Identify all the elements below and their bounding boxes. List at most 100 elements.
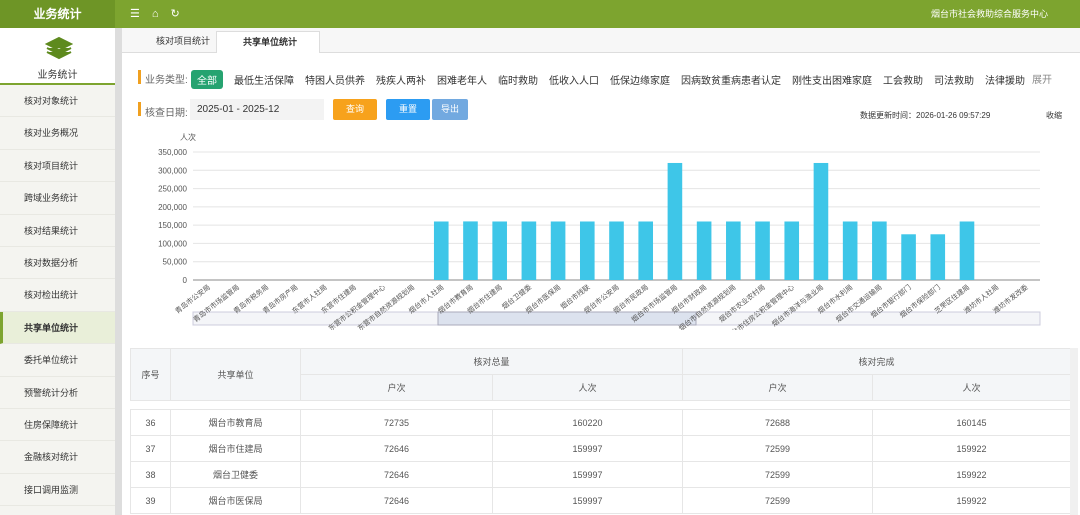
type-option[interactable]: 工会救助 [883, 76, 923, 87]
cell: 烟台卫健委 [170, 461, 301, 488]
subheader-cell[interactable]: 户次 [682, 374, 874, 401]
bar [842, 221, 858, 280]
menu-item[interactable]: 住房保障统计 [0, 409, 115, 442]
y-tick-label: 150,000 [158, 221, 187, 230]
type-option[interactable]: 低保边缘家庭 [610, 76, 670, 87]
bar [726, 221, 741, 280]
cell: 72599 [682, 435, 874, 462]
bar [901, 234, 916, 280]
bar [638, 221, 654, 280]
export-button[interactable]: 导出 [432, 99, 468, 120]
query-button[interactable]: 查询 [333, 99, 377, 120]
data-row: 38 烟台卫健委 72646 159997 72599 159922 [130, 461, 1072, 488]
top-bar: 业务统计 ☰⌂↻ 烟台市社会救助综合服务中心 [0, 0, 1080, 28]
type-option[interactable]: 刚性支出困难家庭 [792, 76, 872, 87]
subheader-cell[interactable]: 户次 [300, 374, 493, 401]
cell: 37 [130, 435, 171, 462]
y-axis-label: 人次 [180, 132, 196, 142]
cell: 72646 [300, 487, 493, 514]
app-title: 业务统计 [0, 0, 115, 28]
cell: 72599 [682, 487, 874, 514]
cell: 烟台市教育局 [170, 409, 301, 436]
y-tick-label: 350,000 [158, 148, 187, 157]
user-name[interactable]: 烟台市社会救助综合服务中心 [930, 9, 1048, 19]
bar [492, 221, 507, 280]
cell: 72688 [682, 409, 874, 436]
data-row: 39 烟台市医保局 72646 159997 72599 159922 [130, 487, 1072, 514]
type-option[interactable]: 最低生活保障 [234, 76, 294, 87]
header-cell: 序号 [130, 348, 171, 401]
cell: 159922 [872, 461, 1072, 488]
type-label: 业务类型: [145, 75, 188, 86]
spacer-row [131, 401, 1071, 410]
bar [755, 221, 770, 280]
data-table: 序号 共享单位 核对总量 核对完成 户次 人次 户次 人次 36 烟台市教育局 72735 16022… [130, 348, 1072, 514]
cell: 159922 [872, 487, 1072, 514]
type-option[interactable]: 残疾人两补 [376, 76, 426, 87]
y-tick-label: 0 [183, 276, 188, 285]
date-label: 核查日期: [145, 108, 188, 119]
toolbar-icons[interactable]: ☰⌂↻ [130, 8, 192, 20]
tab[interactable]: 核对项目统计 [156, 36, 211, 46]
sidebar: 业务统计 核对对象统计 核对业务概况 核对项目统计 跨域业务统计 核对结果统计 核对数据分… [0, 28, 122, 515]
header-cell: 共享单位 [170, 348, 301, 401]
menu-item[interactable]: 核对结果统计 [0, 215, 115, 247]
type-option[interactable]: 低收入人口 [549, 76, 599, 87]
type-option[interactable]: 临时救助 [498, 76, 538, 87]
bar [696, 221, 712, 280]
y-tick-label: 50,000 [163, 258, 188, 267]
y-tick-label: 200,000 [158, 203, 187, 212]
tab[interactable]: 共享单位统计 [216, 31, 321, 53]
zoom-window[interactable] [437, 311, 697, 326]
type-option[interactable]: 司法救助 [934, 76, 974, 87]
type-option[interactable]: 全部 [191, 70, 223, 89]
menu-item[interactable]: 核对检出统计 [0, 279, 115, 312]
menu-item[interactable]: 核对业务概况 [0, 117, 115, 150]
update-time: 数据更新时间：2026-01-26 09:57:29 [860, 111, 991, 120]
y-tick-label: 250,000 [158, 185, 187, 194]
scrollbar[interactable] [1070, 348, 1078, 515]
bar [550, 221, 566, 280]
date-input[interactable]: 2025-01 - 2025-12 [190, 99, 324, 120]
type-option[interactable]: 特困人员供养 [305, 76, 365, 87]
type-option[interactable]: 法律援助 [985, 76, 1025, 87]
reset-button[interactable]: 重置 [386, 99, 430, 120]
cell: 72599 [682, 461, 874, 488]
bar [959, 221, 975, 280]
cell: 159922 [872, 435, 1072, 462]
type-option[interactable]: 因病致贫重病患者认定 [681, 76, 781, 87]
cell: 160145 [872, 409, 1072, 436]
bar [609, 221, 624, 280]
type-option[interactable]: 困难老年人 [437, 76, 487, 87]
cell: 72646 [300, 461, 493, 488]
menu-item[interactable]: 预警统计分析 [0, 377, 115, 409]
tab-bar: 核对项目统计 共享单位统计 [122, 28, 1080, 53]
menu-item[interactable]: 金融核对统计 [0, 441, 115, 474]
accent [138, 102, 141, 116]
cell: 36 [130, 409, 171, 436]
menu-item[interactable]: 接口调用监测 [0, 474, 115, 507]
menu-item[interactable]: 核对数据分析 [0, 247, 115, 280]
cell: 159997 [491, 435, 684, 462]
cell: 72735 [300, 409, 493, 436]
expand[interactable]: 展开 [1032, 75, 1052, 86]
subheader-cell[interactable]: 人次 [491, 374, 684, 401]
menu-item[interactable]: 核对对象统计 [0, 85, 115, 118]
cell: 38 [130, 461, 171, 488]
bar [521, 221, 537, 280]
table-wrap: 序号 共享单位 核对总量 核对完成 户次 人次 户次 人次 36 烟台市教育局 72735 16022… [130, 348, 1078, 515]
subheader-cell[interactable]: 人次 [872, 374, 1072, 401]
menu-item[interactable]: 核对项目统计 [0, 150, 115, 183]
menu-item[interactable]: 跨域业务统计 [0, 182, 115, 215]
collapse[interactable]: 收缩 [1046, 111, 1062, 120]
chart: 人次 0 50,000 100,000 150,000 200,000 250,000 30… [158, 132, 1041, 330]
menu-item[interactable]: 委托单位统计 [0, 344, 115, 377]
cell: 159997 [491, 461, 684, 488]
layers-icon [45, 36, 73, 60]
menu-item[interactable]: 共享单位统计 [0, 311, 115, 345]
subheader-row: 户次 人次 户次 人次 [131, 374, 1072, 401]
bar [433, 221, 449, 280]
menu: 核对对象统计 核对业务概况 核对项目统计 跨域业务统计 核对结果统计 核对数据分析 核对检出… [0, 85, 115, 507]
type-options: 全部 最低生活保障 特困人员供养 残疾人两补 困难老年人 临时救助 低收入人口 低保边缘家庭因… [191, 70, 1036, 89]
